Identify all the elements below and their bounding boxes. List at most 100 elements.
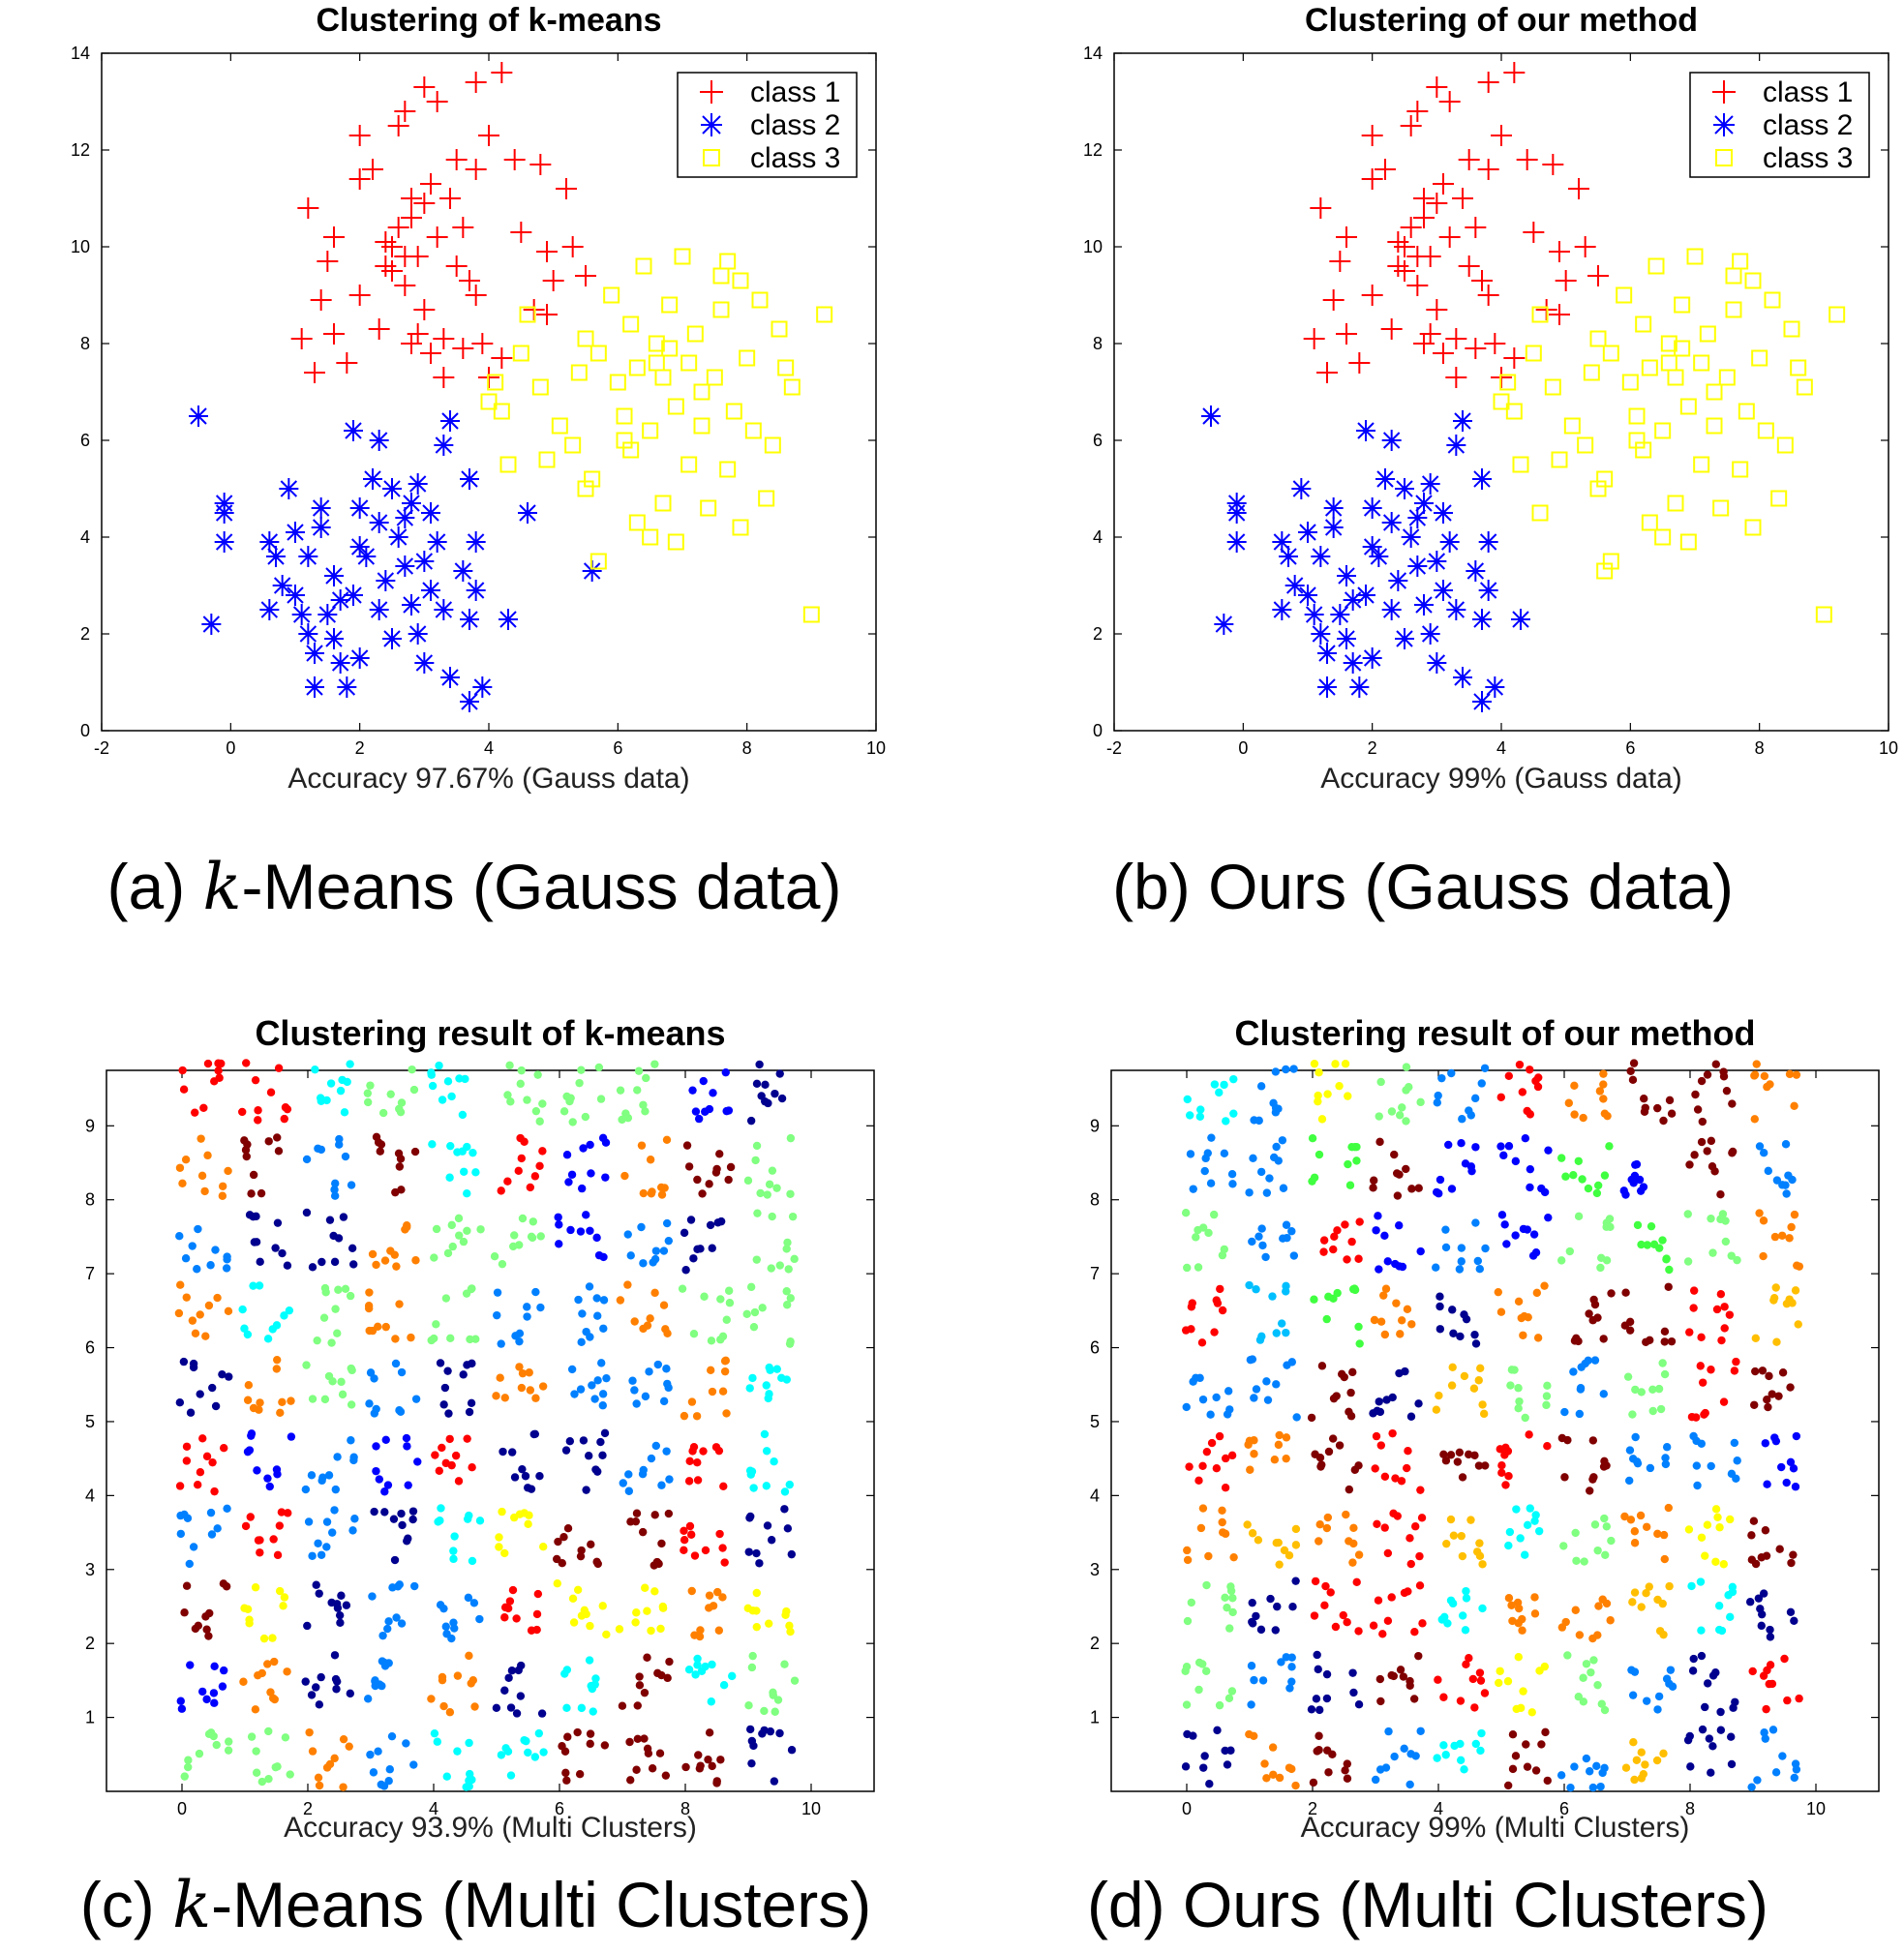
cluster-point (1313, 1747, 1321, 1756)
cluster-point (1406, 1750, 1415, 1758)
data-point-class-3 (1583, 364, 1600, 381)
caption-a-k: k (202, 850, 242, 924)
cluster-point (1436, 1175, 1445, 1185)
cluster-point (274, 1147, 284, 1156)
data-point-class-1 (1336, 226, 1357, 248)
cluster-point (1432, 1263, 1440, 1272)
x-tick-label: 4 (1434, 1799, 1443, 1818)
cluster-point (1716, 1289, 1726, 1299)
cluster-point (1434, 1675, 1442, 1684)
cluster-point (184, 1762, 193, 1772)
cluster-point (567, 1170, 577, 1179)
cluster-point (1476, 1746, 1485, 1756)
data-point-class-1 (1406, 275, 1429, 296)
cluster-point (1515, 1060, 1525, 1069)
data-point-class-1 (401, 188, 422, 209)
cluster-point (766, 1366, 774, 1374)
cluster-point (712, 1777, 721, 1786)
cluster-point (1319, 1236, 1329, 1245)
cluster-point (174, 1308, 184, 1318)
cluster-point (560, 1747, 570, 1756)
cluster-point (256, 1257, 264, 1267)
cluster-point (1787, 1222, 1796, 1232)
cluster-point (631, 1517, 641, 1526)
cluster-point (1777, 1462, 1786, 1472)
cluster-point (1183, 1555, 1193, 1565)
cluster-point (1292, 1413, 1301, 1422)
cluster-point (577, 1703, 587, 1713)
data-point-class-2 (1214, 614, 1234, 635)
cluster-point (404, 1534, 412, 1543)
cluster-point (1571, 1606, 1580, 1614)
cluster-point (745, 1725, 755, 1734)
cluster-point (1596, 1263, 1605, 1273)
cluster-point (1540, 1281, 1549, 1290)
cluster-point (1607, 1289, 1616, 1298)
cluster-point (1772, 1176, 1782, 1185)
y-tick-label: 8 (80, 334, 90, 353)
cluster-point (266, 1688, 275, 1697)
cluster-point (517, 1066, 526, 1075)
cluster-point (396, 1107, 406, 1117)
cluster-point (238, 1305, 247, 1314)
cluster-point (691, 1670, 700, 1679)
cluster-point (496, 1373, 504, 1382)
cluster-point (266, 1088, 276, 1096)
cluster-point (1268, 1292, 1277, 1301)
cluster-point (460, 1167, 468, 1176)
cluster-point (316, 1094, 325, 1102)
cluster-point (1516, 1534, 1525, 1543)
cluster-point (616, 1086, 625, 1095)
cluster-point (1759, 1216, 1768, 1225)
cluster-point (1475, 1539, 1484, 1547)
data-point-class-3 (764, 436, 781, 454)
cluster-point (1532, 1288, 1542, 1298)
cluster-point (1716, 1215, 1725, 1224)
cluster-point (1501, 1481, 1510, 1489)
cluster-point (531, 1394, 540, 1402)
cluster-point (1205, 1780, 1214, 1788)
cluster-point (1458, 1115, 1466, 1124)
cluster-point (268, 1634, 277, 1642)
cluster-point (181, 1254, 191, 1263)
cluster-point (324, 1471, 334, 1480)
cluster-point (498, 1507, 506, 1517)
data-point-class-2 (1407, 507, 1428, 528)
cluster-point (1496, 1307, 1506, 1316)
data-point-class-3 (499, 456, 517, 473)
cluster-point (411, 1395, 421, 1403)
cluster-point (647, 1626, 655, 1636)
cluster-point (536, 1232, 545, 1241)
data-point-class-3 (564, 436, 582, 454)
cluster-point (520, 1509, 529, 1517)
cluster-point (1343, 1759, 1352, 1768)
cluster-point (1182, 1402, 1191, 1412)
cluster-point (1387, 1107, 1397, 1116)
cluster-point (598, 1602, 607, 1610)
cluster-point (697, 1667, 707, 1675)
data-point-class-2 (460, 468, 479, 490)
cluster-point (588, 1381, 596, 1390)
cluster-point (383, 1481, 393, 1489)
cluster-point (183, 1514, 193, 1522)
cluster-point (624, 1487, 634, 1495)
cluster-point (1481, 1244, 1490, 1253)
cluster-point (1497, 1468, 1506, 1478)
cluster-point (427, 1695, 436, 1703)
y-tick-label: 0 (1093, 721, 1103, 740)
cluster-point (252, 1768, 261, 1777)
cluster-point (535, 1117, 544, 1126)
cluster-point (273, 1470, 282, 1479)
cluster-point (273, 1133, 282, 1142)
cluster-point (1731, 1697, 1739, 1706)
cluster-point (632, 1608, 641, 1617)
caption-d-text: Ours (Multi Clusters) (1182, 1869, 1769, 1940)
cluster-point (1197, 1338, 1207, 1347)
cluster-point (1637, 1603, 1646, 1611)
cluster-point (210, 1077, 219, 1086)
cluster-point (1342, 1510, 1350, 1519)
data-point-class-2 (1388, 570, 1408, 591)
cluster-point (1282, 1220, 1291, 1229)
data-point-class-2 (1439, 531, 1460, 553)
cluster-point (696, 1245, 705, 1253)
